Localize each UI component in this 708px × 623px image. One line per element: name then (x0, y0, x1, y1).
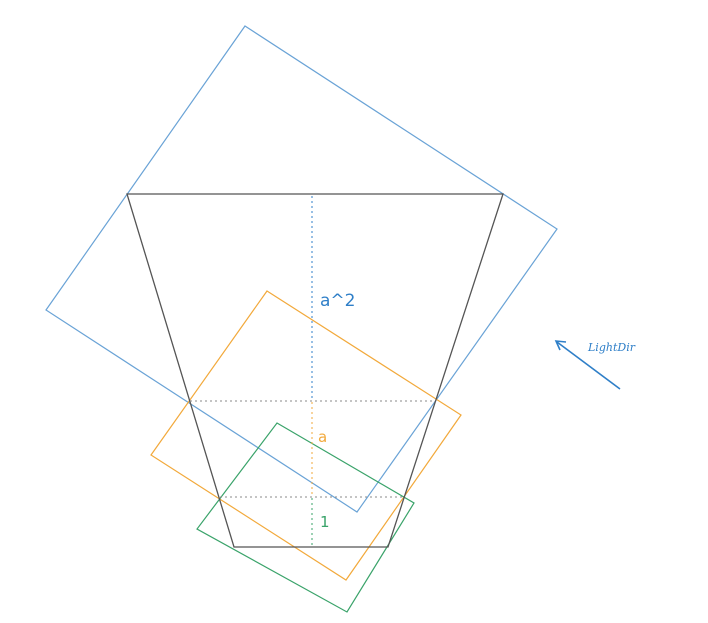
cascade-box-a (150, 290, 462, 581)
light-dir-arrow (556, 341, 621, 390)
cascade-box-a-squared (45, 25, 558, 513)
cascade-box-1 (196, 422, 415, 613)
view-frustum (126, 193, 504, 548)
label-light-dir: LightDir (588, 341, 635, 354)
label-a: a (318, 428, 328, 446)
label-a-squared: a^2 (320, 291, 356, 311)
label-one: 1 (320, 513, 330, 531)
light-dir-arrowhead (554, 340, 567, 351)
